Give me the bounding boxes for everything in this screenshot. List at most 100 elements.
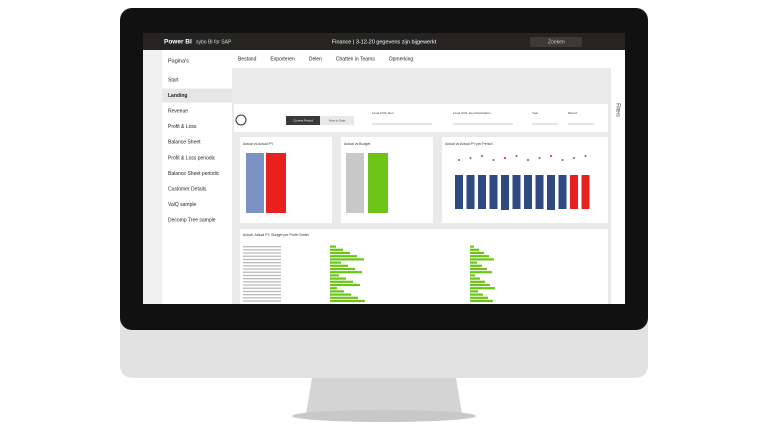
- bar-shape: [330, 271, 362, 274]
- dot-shape: [481, 155, 483, 157]
- filters-label[interactable]: Filters: [615, 103, 621, 117]
- bar-shape: [470, 255, 489, 258]
- nav-page[interactable]: Revenue: [168, 109, 188, 115]
- bar-shape: [570, 175, 578, 209]
- bar-shape: [581, 175, 590, 209]
- bar-shape: [470, 287, 495, 290]
- nav-page[interactable]: Profit & Loss: [168, 124, 197, 130]
- row-placeholder: [243, 262, 281, 264]
- toolbar-item[interactable]: Exporteren: [270, 56, 295, 62]
- bar-shape: [478, 175, 486, 209]
- bar-shape: [470, 299, 493, 303]
- bar-shape: [470, 274, 475, 277]
- visual-card: [240, 229, 608, 304]
- dot-shape: [458, 159, 460, 161]
- bar-shape: [330, 264, 348, 267]
- bar-shape: [466, 175, 475, 209]
- bar-shape: [330, 287, 337, 290]
- toolbar-item[interactable]: Bestand: [238, 56, 257, 62]
- row-placeholder: [243, 246, 281, 248]
- toolbar-item[interactable]: Chatten in Teams: [336, 56, 375, 62]
- bar-shape: [470, 277, 480, 280]
- nav-page[interactable]: Start: [168, 77, 179, 83]
- dot-shape: [550, 155, 552, 157]
- dot-shape: [469, 157, 472, 159]
- dot-shape: [515, 155, 518, 157]
- toolbar-item[interactable]: Delen: [309, 56, 322, 62]
- bar-shape: [330, 248, 343, 251]
- bar-shape: [330, 290, 344, 293]
- report-status: Finance | 3-12-20 gegevens zijn bijgewer…: [332, 39, 437, 45]
- row-placeholder: [243, 249, 281, 251]
- bar-shape: [470, 271, 492, 274]
- nav-pane: [162, 50, 232, 304]
- bar-shape: [470, 264, 482, 267]
- visual-title: Actual, Actual PY, Budget per Profit Cen…: [243, 233, 310, 237]
- bar-shape: [470, 296, 488, 299]
- bar-shape: [501, 175, 509, 210]
- row-placeholder: [243, 281, 281, 283]
- nav-page[interactable]: Customer Details: [168, 187, 207, 193]
- bar-shape: [330, 274, 339, 277]
- dot-shape: [561, 159, 564, 161]
- bar-shape: [330, 293, 351, 296]
- period-button[interactable]: [286, 116, 320, 125]
- toolbar-item[interactable]: Opmerking: [389, 56, 414, 62]
- button-label: Current Period: [293, 118, 313, 122]
- bar-shape: [330, 299, 365, 303]
- dot-shape: [492, 159, 495, 161]
- dot-shape: [538, 157, 541, 159]
- bar-shape: [330, 277, 346, 280]
- bar-shape: [330, 296, 358, 299]
- back-button[interactable]: [235, 114, 247, 126]
- bar-shape: [470, 293, 483, 296]
- filters-rail: [611, 50, 625, 304]
- bar-shape: [330, 251, 350, 255]
- stand-base: [292, 410, 476, 422]
- bar-shape: [330, 283, 360, 287]
- bar-shape: [470, 245, 474, 248]
- nav-page[interactable]: Profit & Loss periodic: [168, 155, 216, 161]
- search-box[interactable]: [530, 37, 582, 47]
- bar-shape: [470, 258, 494, 261]
- nav-selected: [162, 88, 232, 103]
- dot-shape: [504, 157, 506, 159]
- bar-shape: [535, 175, 544, 209]
- icon-rail: [143, 50, 162, 304]
- visual-title: Actual vs Actual PY: [243, 142, 274, 146]
- nav-page[interactable]: Balance Sheet periodic: [168, 171, 220, 177]
- chin: [120, 320, 648, 378]
- visual-title: Actual vs Actual PY per Period: [445, 142, 492, 146]
- visual-title: Actual vs Budget: [344, 142, 370, 146]
- row-placeholder: [243, 271, 281, 273]
- row-placeholder: [243, 252, 281, 254]
- nav-page[interactable]: Balance Sheet: [168, 140, 201, 146]
- row-placeholder: [243, 274, 281, 277]
- slicer-label: Period: [568, 111, 577, 115]
- bar-shape: [246, 153, 264, 213]
- dot-shape: [527, 159, 529, 161]
- bar-shape: [470, 267, 487, 271]
- bar-shape: [330, 267, 355, 271]
- stand: [306, 378, 462, 414]
- search-label: Zoeken: [548, 39, 565, 45]
- row-placeholder: [243, 300, 281, 302]
- row-placeholder: [243, 268, 281, 270]
- row-placeholder: [243, 290, 281, 293]
- workspace: sybo BI for SAP: [196, 39, 232, 45]
- button-label: Year to Date: [329, 118, 346, 122]
- bar-shape: [470, 248, 479, 251]
- bar-shape: [330, 280, 353, 283]
- bar-shape: [470, 280, 485, 283]
- bar-shape: [346, 153, 364, 213]
- nav-page[interactable]: Landing: [168, 93, 187, 99]
- bar-shape: [330, 258, 364, 261]
- nav-page[interactable]: ValQ sample: [168, 202, 196, 208]
- row-placeholder: [243, 284, 281, 286]
- ytd-button[interactable]: [320, 116, 354, 125]
- bar-shape: [455, 175, 463, 209]
- nav-page[interactable]: Decomp Tree sample: [168, 218, 216, 224]
- app-name: Power BI: [164, 39, 192, 46]
- bar-shape: [330, 255, 357, 258]
